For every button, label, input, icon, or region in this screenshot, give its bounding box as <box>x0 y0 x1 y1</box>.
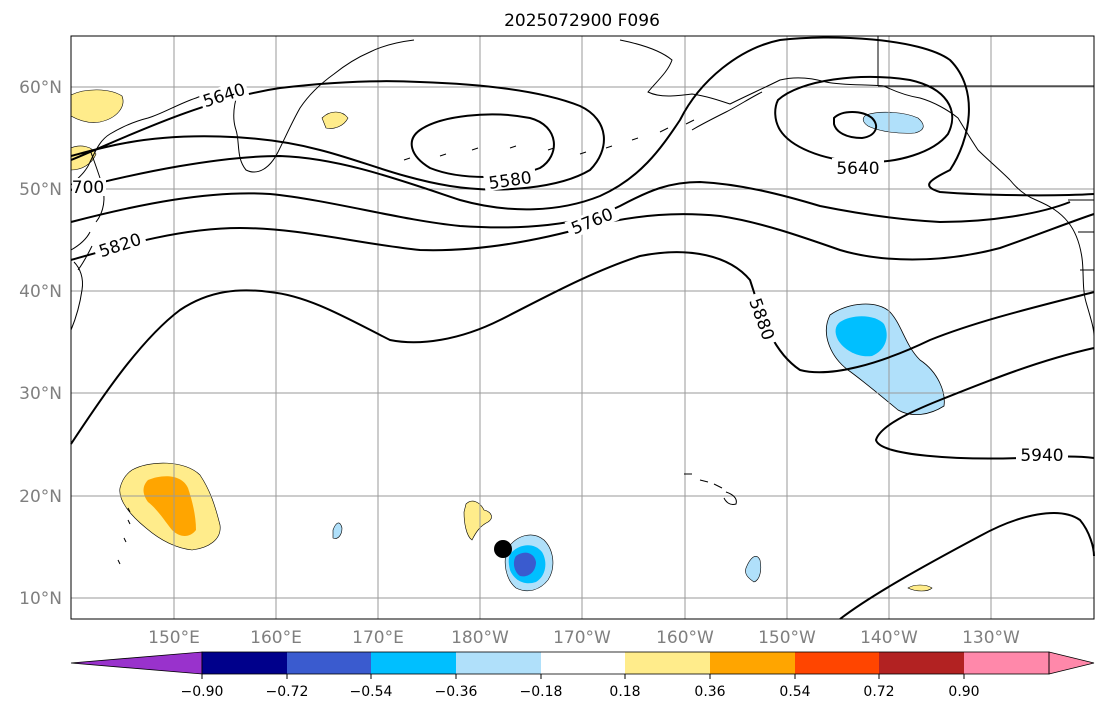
colorbar-tick-label: −0.36 <box>435 684 478 700</box>
contour-5880 <box>70 251 1095 445</box>
lon-label: 160°E <box>250 628 302 648</box>
gridlines <box>71 36 1094 619</box>
lat-label: 10°N <box>19 589 62 609</box>
coast-alaska <box>619 39 1011 181</box>
positive-anomaly-west-pacific-core <box>143 476 196 536</box>
colorbar-tick-label: −0.18 <box>520 684 563 700</box>
colorbar-swatch <box>541 652 625 674</box>
negative-anomaly-small-1 <box>332 522 343 539</box>
negative-anomaly-alaska <box>862 111 924 134</box>
colorbar-tick-label: 0.54 <box>779 684 810 700</box>
coast-alaska-peninsula <box>691 91 763 131</box>
lon-label: 160°W <box>656 628 714 648</box>
lat-label: 50°N <box>19 180 62 200</box>
colorbar-tick-label: 0.90 <box>948 684 979 700</box>
colorbar-swatch <box>625 652 710 674</box>
coast-japan-2 <box>70 261 83 331</box>
colorbar-swatch <box>371 652 456 674</box>
contour-5700 <box>70 36 1095 211</box>
coast-japan <box>70 231 93 271</box>
contour-5580-low-west <box>410 113 555 178</box>
map-title: 2025072900 F096 <box>504 11 660 31</box>
negative-anomaly-small-2 <box>745 556 762 583</box>
colorbar-tick-label: 0.18 <box>609 684 640 700</box>
positive-anomaly-small-1 <box>907 584 933 592</box>
colorbar-swatch <box>287 652 371 674</box>
contour-5580-low-east <box>833 111 878 140</box>
coast-north-america <box>1009 179 1095 337</box>
colorbar-tick-label: −0.72 <box>266 684 309 700</box>
contour-labels: 5640 5580 5640 5760 5820 5880 5940 700 <box>72 79 1068 466</box>
lon-label: 150°W <box>758 628 816 648</box>
lat-label: 20°N <box>19 487 62 507</box>
lon-label: 150°E <box>148 628 200 648</box>
lon-label: 140°W <box>860 628 918 648</box>
latitude-labels: 60°N 50°N 40°N 30°N 20°N 10°N <box>19 78 62 609</box>
lon-label: 180°W <box>451 628 509 648</box>
coast-hawaii <box>684 473 737 505</box>
colorbar-tick-labels: −0.90 −0.72 −0.54 −0.36 −0.18 0.18 0.36 … <box>181 684 980 700</box>
coast-asia <box>70 39 415 186</box>
map-frame <box>70 35 1095 620</box>
colorbar-ticks <box>201 674 965 679</box>
colorbar-swatch <box>964 652 1049 674</box>
colorbar-swatch <box>202 652 287 674</box>
contour-5820 <box>70 213 1095 261</box>
contour-label-5940: 5940 <box>1020 446 1063 466</box>
lon-label: 170°W <box>553 628 611 648</box>
colorbar-tick-label: 0.36 <box>694 684 725 700</box>
positive-anomaly-nw-3 <box>321 111 349 129</box>
coast-aleutians <box>403 119 695 161</box>
colorbar-swatch <box>456 652 541 674</box>
lat-label: 60°N <box>19 78 62 98</box>
contour-5940-south <box>839 512 1095 620</box>
colorbar-tick-label: −0.90 <box>181 684 224 700</box>
lat-label: 40°N <box>19 282 62 302</box>
border-us-canada <box>877 36 1094 271</box>
positive-anomaly-nw-1 <box>70 89 124 123</box>
negative-anomaly-central-core <box>513 552 536 577</box>
colorbar-tick-label: 0.72 <box>863 684 894 700</box>
colorbar-extend-high <box>1048 651 1095 675</box>
coastlines <box>70 36 1095 565</box>
lat-label: 30°N <box>19 384 62 404</box>
contour-5640-east <box>774 75 954 164</box>
colorbar-swatch <box>795 652 879 674</box>
colorbar: −0.90 −0.72 −0.54 −0.36 −0.18 0.18 0.36 … <box>70 651 1095 700</box>
contour-label-5640-east: 5640 <box>836 159 879 179</box>
lon-label: 170°E <box>352 628 404 648</box>
contour-5640-west <box>70 80 605 191</box>
contour-5760 <box>70 180 1071 229</box>
coast-marianas <box>117 507 131 565</box>
negative-anomaly-ne-pacific-core <box>835 316 887 357</box>
colorbar-swatch <box>710 652 795 674</box>
colorbar-swatch <box>879 652 964 674</box>
lon-label: 130°W <box>962 628 1020 648</box>
height-contours <box>70 36 1095 620</box>
longitude-labels: 150°E 160°E 170°E 180°W 170°W 160°W 150°… <box>148 628 1020 648</box>
colorbar-tick-label: −0.54 <box>350 684 393 700</box>
map-panel: 5640 5580 5640 5760 5820 5880 5940 700 <box>70 35 1095 620</box>
contour-label-700: 700 <box>72 178 104 198</box>
colorbar-extend-low <box>70 651 203 675</box>
storm-position-marker <box>494 540 512 558</box>
